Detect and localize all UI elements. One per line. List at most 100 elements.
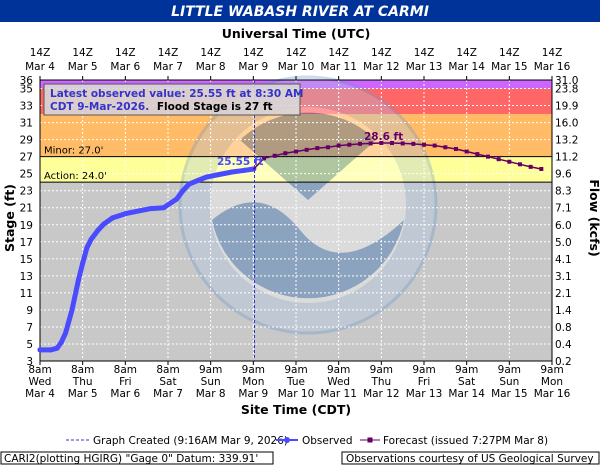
right-tick-label: 7.1: [555, 203, 572, 215]
top-tick-hour: 14Z: [158, 47, 179, 59]
top-tick-date: Mar 6: [110, 61, 140, 73]
forecast-point: [326, 145, 330, 150]
observed-point: [101, 221, 107, 227]
forecast-point: [432, 143, 437, 148]
left-tick-label: 3: [26, 356, 33, 368]
observed-point: [48, 347, 54, 353]
top-tick-date: Mar 4: [25, 61, 55, 73]
top-tick-hour: 14Z: [200, 47, 221, 59]
top-tick-hour: 14Z: [499, 47, 520, 59]
right-tick-label: 9.6: [555, 169, 572, 181]
forecast-point: [454, 146, 458, 151]
top-tick-date: Mar 7: [153, 61, 183, 73]
bottom-tick-time: 9am: [284, 364, 307, 376]
bottom-tick-time: 9am: [242, 364, 265, 376]
observed-point: [135, 208, 141, 214]
bottom-tick-date: Mar 15: [491, 388, 528, 400]
bottom-tick-time: 9am: [412, 364, 435, 376]
bottom-tick-date: Mar 12: [363, 388, 400, 400]
forecast-point: [347, 142, 352, 147]
forecast-point: [518, 162, 522, 167]
footer-left-box: [0, 451, 274, 465]
bottom-tick-time: 8am: [156, 364, 179, 376]
forecast-point: [528, 164, 533, 169]
left-tick-label: 27: [20, 152, 33, 164]
right-tick-label: 31.0: [555, 75, 578, 87]
bottom-tick-date: Mar 16: [534, 388, 571, 400]
left-tick-label: 35: [20, 84, 33, 96]
top-tick-hour: 14Z: [328, 47, 349, 59]
left-tick-label: 25: [20, 169, 33, 181]
top-tick-hour: 14Z: [456, 47, 477, 59]
right-tick-label: 3.1: [555, 271, 572, 283]
observed-point: [80, 260, 86, 266]
forecast-point: [422, 142, 426, 147]
left-tick-label: 19: [20, 220, 33, 232]
top-tick-hour: 14Z: [371, 47, 392, 59]
bottom-tick-time: 9am: [370, 364, 393, 376]
bottom-tick-day: Fri: [119, 376, 132, 388]
left-tick-label: 13: [20, 271, 33, 283]
forecast-point: [400, 141, 405, 146]
bottom-tick-date: Mar 9: [238, 388, 268, 400]
observed-point: [110, 215, 116, 221]
right-tick-label: 0.8: [555, 322, 572, 334]
legend-observed-marker: [284, 437, 290, 443]
threshold-label: Action: 24.0': [44, 171, 107, 182]
observed-point: [195, 177, 201, 183]
right-tick-label: 8.3: [555, 186, 572, 198]
bottom-tick-day: Sun: [499, 376, 519, 388]
forecast-point: [390, 141, 394, 146]
bottom-tick-date: Mar 6: [110, 388, 140, 400]
bottom-tick-day: Tue: [286, 376, 305, 388]
observed-point: [242, 167, 248, 173]
forecast-point: [507, 159, 512, 164]
bottom-axis-title: Site Time (CDT): [241, 402, 351, 417]
observed-point: [54, 345, 60, 351]
bottom-tick-date: Mar 7: [153, 388, 183, 400]
right-tick-label: 6.0: [555, 220, 572, 232]
observed-point: [161, 205, 167, 211]
threshold-labels: Minor: 27.0' Action: 24.0': [44, 146, 107, 183]
top-tick-date: Mar 14: [448, 61, 485, 73]
grid-lines: [40, 80, 552, 361]
right-tick-label: 19.9: [555, 101, 578, 113]
left-tick-label: 29: [20, 135, 33, 147]
left-tick-label: 15: [20, 254, 33, 266]
forecast-point: [379, 141, 384, 146]
left-tick-label: 7: [26, 322, 33, 334]
footer-left: CARI2(plotting HGIRG) "Gage 0" Datum: 33…: [4, 453, 258, 465]
bottom-tick-date: Mar 10: [278, 388, 315, 400]
forecast-point: [294, 149, 298, 154]
observed-point: [148, 206, 154, 212]
bottom-tick-date: Mar 4: [25, 388, 55, 400]
observed-point: [37, 347, 43, 353]
forecast-point: [496, 157, 501, 162]
left-tick-label: 31: [20, 118, 33, 130]
right-tick-label: 5.0: [555, 237, 572, 249]
series-line-forecast: [253, 142, 543, 170]
right-tick-label: 0.4: [555, 339, 572, 351]
left-tick-label: 36: [20, 75, 34, 87]
bottom-tick-day: Fri: [418, 376, 431, 388]
observed-point: [69, 307, 75, 313]
bottom-tick-time: 9am: [498, 364, 521, 376]
top-tick-hour: 14Z: [286, 47, 307, 59]
observed-point: [186, 181, 192, 187]
observed-point: [216, 172, 222, 178]
right-tick-label: 11.2: [555, 152, 578, 164]
left-tick-label: 5: [26, 339, 33, 351]
series-layer: [37, 141, 544, 353]
observed-point: [203, 174, 209, 180]
forecast-point: [336, 143, 341, 148]
bottom-tick-day: Mon: [541, 376, 563, 388]
top-tick-date: Mar 11: [320, 61, 357, 73]
observed-point: [95, 228, 101, 234]
observed-point: [63, 330, 69, 336]
bottom-tick-time: 9am: [199, 364, 222, 376]
observed-point: [174, 196, 180, 202]
observed-point: [88, 236, 94, 242]
right-tick-label: 1.4: [555, 305, 572, 317]
bottom-tick-date: Mar 5: [68, 388, 98, 400]
forecast-point: [315, 146, 320, 151]
